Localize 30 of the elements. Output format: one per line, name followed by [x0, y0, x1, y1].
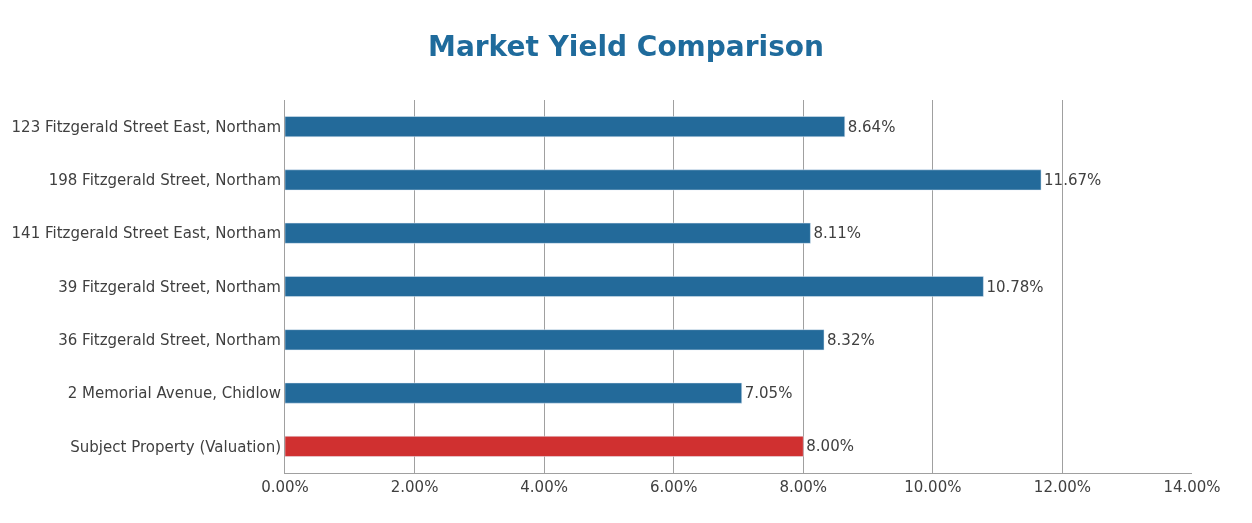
y-tick-label: 198 Fitzgerald Street, Northam — [48, 171, 281, 190]
data-label: 8.00% — [806, 437, 854, 456]
y-tick-label: Subject Property (Valuation) — [70, 437, 281, 456]
x-tick-label: 4.00% — [520, 478, 568, 496]
data-label: 10.78% — [986, 277, 1044, 296]
data-label: 7.05% — [744, 384, 793, 403]
y-tick-label: 39 Fitzgerald Street, Northam — [58, 277, 281, 296]
x-tick-label: 0.00% — [261, 478, 309, 496]
y-tick-label: 2 Memorial Avenue, Chidlow — [67, 384, 281, 403]
bar — [285, 276, 984, 297]
bar — [285, 222, 811, 244]
x-tick-label: 6.00% — [649, 478, 698, 496]
x-tick-label: 10.00% — [904, 478, 962, 496]
x-tick-label: 8.00% — [779, 478, 828, 496]
y-tick-label: 36 Fitzgerald Street, Northam — [58, 331, 281, 350]
x-tick-label: 14.00% — [1163, 478, 1221, 496]
bar — [285, 382, 742, 404]
data-label: 8.64% — [847, 117, 896, 136]
data-label: 8.32% — [827, 330, 875, 349]
bar — [285, 169, 1042, 191]
chart-title: Market Yield Comparison — [428, 30, 824, 64]
bar — [285, 116, 845, 138]
data-label: 11.67% — [1044, 170, 1102, 189]
bar — [285, 435, 804, 457]
y-tick-label: 123 Fitzgerald Street East, Northam — [11, 117, 281, 136]
x-tick-label: 12.00% — [1033, 478, 1092, 496]
bar — [285, 329, 825, 351]
data-label: 8.11% — [813, 224, 862, 243]
x-tick-label: 2.00% — [390, 478, 439, 496]
y-tick-label: 141 Fitzgerald Street East, Northam — [11, 224, 281, 243]
